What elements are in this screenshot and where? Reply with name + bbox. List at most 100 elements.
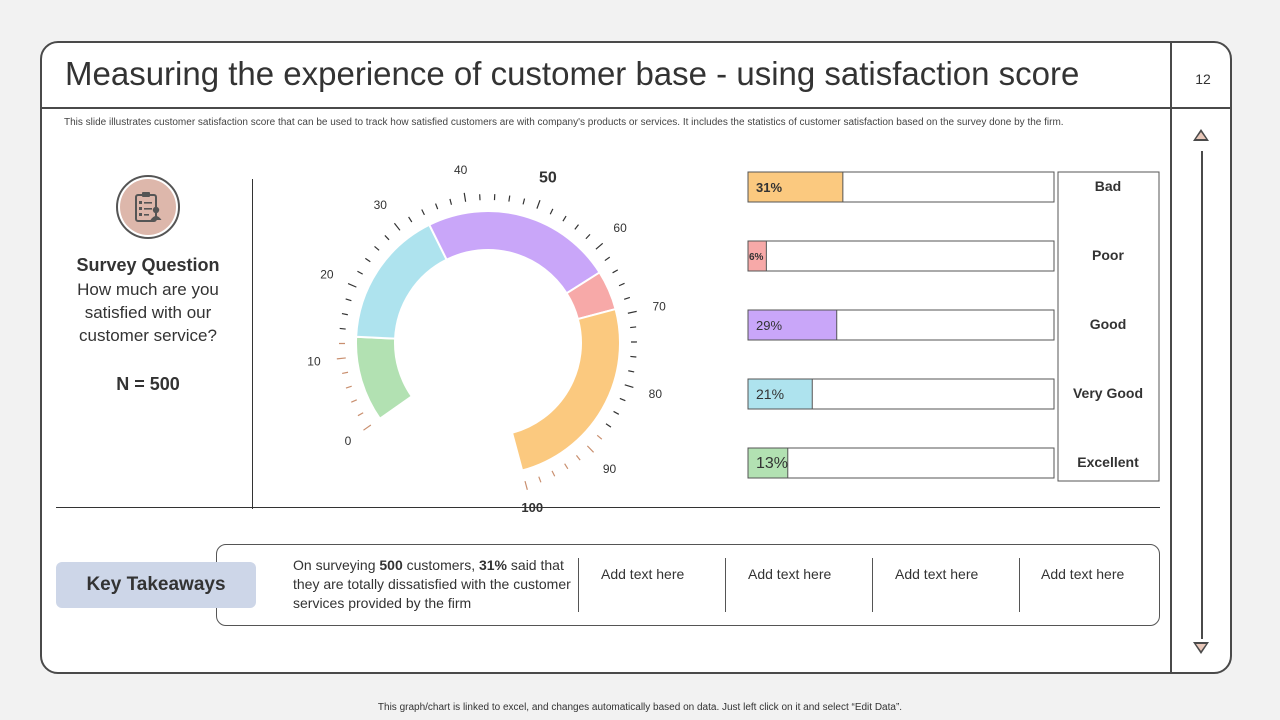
gauge-tick — [613, 410, 620, 415]
gauge-tick-label: 90 — [603, 462, 617, 476]
bar-value-label: 29% — [756, 318, 782, 333]
slide-description: This slide illustrates customer satisfac… — [64, 117, 1064, 128]
bar-category-label: Very Good — [1073, 385, 1143, 401]
gauge-tick-label: 0 — [345, 434, 352, 448]
gauge-tick — [357, 270, 363, 275]
gauge-tick — [408, 216, 413, 223]
bar-excellent — [747, 447, 789, 479]
takeaway-suffix: said that they are totally dissatisfied … — [293, 557, 571, 611]
takeaway-divider — [578, 558, 579, 612]
takeaway-cell-1[interactable]: Add text here — [601, 566, 685, 582]
gauge-tick — [536, 199, 541, 209]
gauge-tick-label: 80 — [649, 387, 663, 401]
gauge-tick — [538, 476, 542, 483]
gauge-tick — [549, 208, 554, 215]
gauge-tick — [384, 235, 390, 241]
gauge-tick — [522, 198, 526, 205]
scrollbar-track[interactable] — [1201, 151, 1203, 639]
gauge-tick — [562, 215, 567, 222]
gauge-tick — [624, 384, 634, 389]
gauge-tick — [627, 310, 637, 314]
bar-value-label: 13% — [756, 455, 788, 472]
gauge-tick-label: 40 — [454, 163, 468, 177]
gauge-tick — [351, 399, 357, 403]
gauge-tick — [623, 296, 631, 300]
gauge-tick — [619, 397, 626, 402]
gauge-tick — [374, 245, 380, 251]
footer-note: This graph/chart is linked to excel, and… — [377, 702, 903, 713]
page-number: 12 — [1195, 71, 1211, 87]
gauge-tick — [435, 203, 439, 210]
gauge-tick — [628, 370, 635, 373]
slide: Measuring the experience of customer bas… — [40, 41, 1232, 674]
bar-value-label: 21% — [756, 386, 784, 402]
survey-icon-frame — [116, 175, 180, 239]
scroll-up-icon[interactable] — [1193, 129, 1209, 141]
scroll-down-icon[interactable] — [1193, 642, 1209, 654]
gauge-tick — [449, 198, 453, 205]
takeaway-count: 500 — [379, 557, 403, 573]
bar-track — [747, 447, 1055, 479]
bar-poor — [747, 240, 767, 272]
takeaway-percent: 31% — [478, 557, 508, 573]
takeaway-divider — [872, 558, 873, 612]
gauge-tick — [596, 434, 603, 440]
gauge-tick — [612, 269, 619, 274]
left-panel-divider — [252, 179, 253, 509]
survey-question-text: How much are you satisfied with our cust… — [77, 280, 219, 345]
right-column-divider — [1170, 43, 1172, 672]
gauge-tick — [341, 312, 348, 316]
category-label-box — [1057, 171, 1160, 482]
bar-bad — [747, 171, 844, 203]
gauge-tick — [630, 355, 637, 358]
gauge-tick — [508, 195, 511, 202]
gauge-tick — [393, 222, 401, 231]
bar-category-label: Excellent — [1077, 454, 1139, 470]
gauge-tick — [586, 445, 595, 453]
takeaway-main-text: On surveying 500 customers, 31% said tha… — [293, 556, 573, 613]
bar-value-label: 6% — [749, 252, 764, 263]
survey-clipboard-icon — [120, 179, 176, 235]
takeaway-divider — [1019, 558, 1020, 612]
gauge-tick — [421, 209, 425, 216]
satisfaction-gauge-chart: 0 10 20 30 40 50 60 70 80 90 100 — [307, 163, 666, 513]
bar-category-label: Bad — [1095, 178, 1121, 194]
gauge-tick — [575, 455, 581, 461]
gauge-tick — [342, 371, 349, 375]
takeaways-box — [216, 544, 1160, 626]
page-number-divider — [1172, 107, 1230, 109]
takeaway-prefix: On surveying — [293, 557, 380, 573]
bar-very-good — [747, 378, 813, 410]
survey-question-heading: Survey Question — [76, 255, 220, 275]
gauge-tick-label: 20 — [320, 268, 334, 282]
gauge-tick — [604, 256, 611, 262]
gauge-tick-label: 60 — [613, 221, 627, 235]
gauge-tick — [595, 242, 604, 250]
gauge-tick — [585, 233, 591, 240]
content-divider — [56, 507, 1160, 508]
takeaway-cell-4[interactable]: Add text here — [1041, 566, 1125, 582]
bar-good — [747, 309, 838, 341]
bar-category-label: Good — [1090, 316, 1127, 332]
sample-size: N = 500 — [116, 374, 180, 394]
gauge-tick — [630, 326, 637, 329]
gauge-tick — [345, 298, 352, 302]
gauge-tick — [347, 283, 357, 288]
takeaway-cell-2[interactable]: Add text here — [748, 566, 832, 582]
gauge-tick-label: 30 — [374, 198, 388, 212]
bar-track — [747, 240, 1055, 272]
gauge-tick — [357, 412, 364, 417]
gauge-tick — [365, 257, 371, 263]
title-bar: Measuring the experience of customer bas… — [42, 43, 1170, 109]
takeaway-cell-3[interactable]: Add text here — [895, 566, 979, 582]
bar-value-label: 31% — [756, 180, 782, 195]
gauge-tick — [345, 385, 352, 389]
gauge-tick — [605, 423, 612, 428]
gauge-tick — [336, 357, 346, 360]
bar-category-label: Poor — [1092, 247, 1124, 263]
gauge-tick — [564, 463, 569, 470]
gauge-tick-label: 100 — [521, 500, 543, 513]
takeaway-divider — [725, 558, 726, 612]
gauge-segment-bad — [510, 307, 621, 472]
gauge-tick-label: 50 — [539, 170, 557, 187]
